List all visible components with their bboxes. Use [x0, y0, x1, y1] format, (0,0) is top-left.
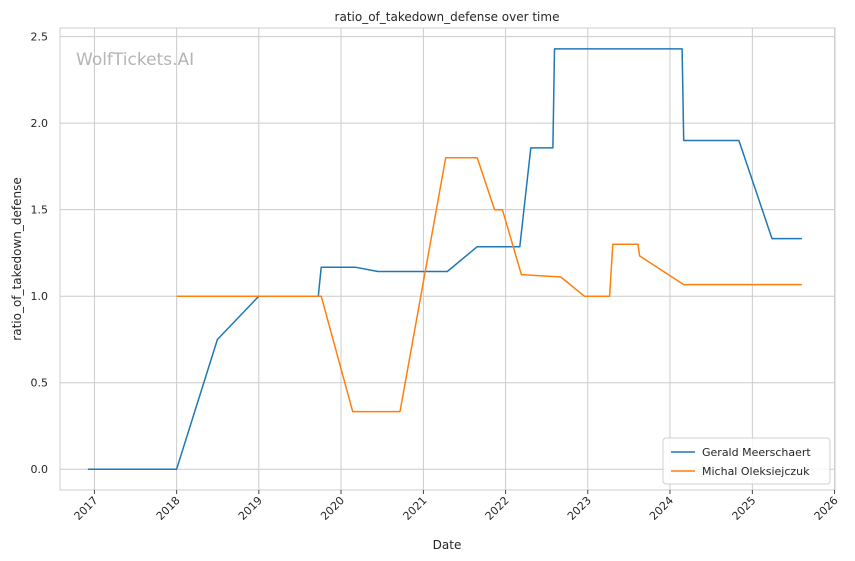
legend: Gerald Meerschaert Michal Oleksiejczuk: [662, 437, 831, 485]
series-line-2: [176, 157, 802, 413]
y-tick-label-1.5: 1.5: [31, 204, 49, 217]
x-tick-label-2021: 2021: [401, 494, 430, 523]
y-tick-label-0.0: 0.0: [31, 463, 49, 476]
series-layer: [87, 48, 802, 470]
legend-box: [662, 437, 831, 485]
y-tick-label-0.5: 0.5: [31, 377, 49, 390]
watermark: WolfTickets.AI: [76, 50, 194, 70]
x-tick-label-2024: 2024: [647, 494, 676, 523]
x-tick-label-2026: 2026: [812, 494, 841, 523]
x-tick-label-2025: 2025: [729, 494, 758, 523]
x-tick-label-2023: 2023: [565, 494, 594, 523]
y-tick-label-1.0: 1.0: [31, 290, 49, 303]
x-tick-label-2018: 2018: [154, 494, 183, 523]
y-tick-label-2.5: 2.5: [31, 31, 49, 44]
plot-area: [59, 27, 836, 491]
x-axis-ticks: 2017 2018 2019 2020 2021 2022 2023 2024 2025 2026: [72, 490, 841, 523]
chart-title: ratio_of_takedown_defense over time: [335, 10, 560, 24]
y-axis-title: ratio_of_takedown_defense: [10, 177, 24, 340]
y-tick-label-2.0: 2.0: [31, 117, 49, 130]
x-tick-label-2019: 2019: [236, 494, 265, 523]
x-tick-label-2022: 2022: [483, 494, 512, 523]
x-axis-title: Date: [433, 538, 462, 552]
x-tick-label-2020: 2020: [318, 494, 347, 523]
y-axis-ticks: 0.0 0.5 1.0 1.5 2.0 2.5: [31, 31, 49, 477]
legend-label-gerald: Gerald Meerschaert: [702, 446, 811, 459]
x-tick-label-2017: 2017: [72, 494, 101, 523]
legend-label-michal: Michal Oleksiejczuk: [702, 465, 810, 478]
